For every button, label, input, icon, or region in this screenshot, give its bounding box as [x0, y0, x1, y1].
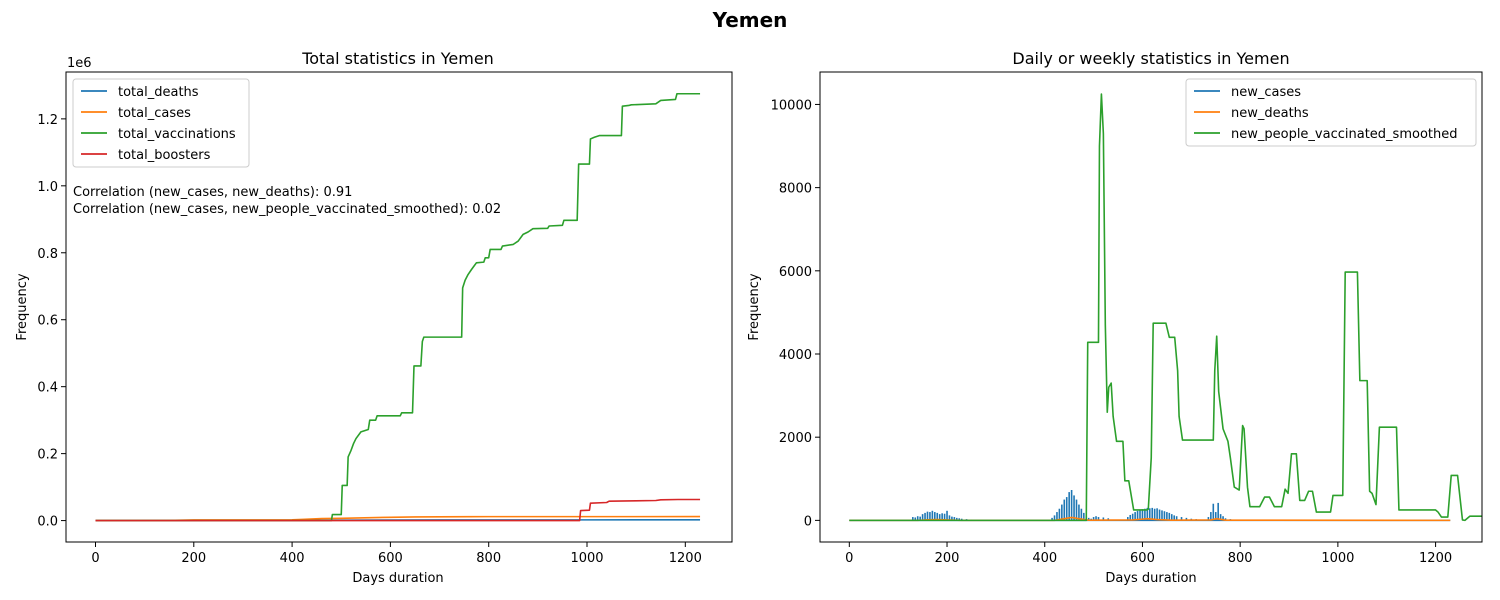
total-statistics-chart: Total statistics in Yemen Days duration … — [15, 49, 733, 586]
x-tick-label: 200 — [181, 551, 206, 566]
y-tick-label: 0.4 — [37, 381, 58, 396]
x-tick-label: 400 — [1032, 551, 1057, 566]
x-axis-label: Days duration — [352, 571, 443, 586]
x-tick-label: 800 — [1228, 551, 1253, 566]
y-tick-label: 1.0 — [37, 180, 58, 195]
legend-label: total_cases — [118, 106, 191, 121]
legend-label: total_deaths — [118, 85, 199, 100]
y-tick-label: 0.8 — [37, 247, 58, 262]
x-tick-label: 1200 — [669, 551, 702, 566]
y-tick-label: 2000 — [779, 431, 812, 446]
y-axis-label: Frequency — [747, 273, 762, 340]
correlation-annotation-2: Correlation (new_cases, new_people_vacci… — [73, 202, 501, 217]
y-tick-label: 0.6 — [37, 314, 58, 329]
daily-statistics-chart: Daily or weekly statistics in Yemen Days… — [747, 49, 1483, 586]
series-line-new_deaths — [849, 516, 1451, 522]
x-tick-label: 400 — [280, 551, 305, 566]
series-line-total_vaccinations — [95, 92, 701, 522]
legend-label: new_cases — [1231, 85, 1301, 100]
series-line-total_boosters — [95, 498, 701, 522]
legend-box — [72, 78, 250, 168]
y-tick-label: 10000 — [771, 98, 812, 113]
x-tick-label: 600 — [378, 551, 403, 566]
y-axis-label: Frequency — [15, 273, 30, 340]
y-tick-label: 0.0 — [37, 515, 58, 530]
y-tick-label: 0 — [804, 514, 812, 529]
x-tick-label: 1200 — [1419, 551, 1452, 566]
legend: new_cases new_deaths new_people_vaccinated… — [1185, 78, 1477, 147]
x-tick-label: 1000 — [570, 551, 603, 566]
plot-frame — [819, 71, 1483, 543]
y-tick-label: 6000 — [779, 265, 812, 280]
x-tick-label: 600 — [1130, 551, 1155, 566]
y-tick-label: 1.2 — [37, 113, 58, 128]
x-tick-label: 0 — [845, 551, 853, 566]
x-axis-label: Days duration — [1105, 571, 1196, 586]
legend-label: total_vaccinations — [118, 127, 236, 142]
figure-title: Yemen — [712, 8, 788, 32]
x-tick-label: 0 — [91, 551, 99, 566]
legend-label: new_people_vaccinated_smoothed — [1231, 127, 1457, 142]
chart-title: Total statistics in Yemen — [301, 49, 494, 68]
plot-frame — [65, 71, 733, 543]
legend: total_deaths total_cases total_vaccination… — [72, 78, 250, 168]
chart-title: Daily or weekly statistics in Yemen — [1012, 49, 1289, 68]
x-tick-label: 800 — [476, 551, 501, 566]
legend-label: total_boosters — [118, 148, 211, 163]
x-tick-label: 1000 — [1321, 551, 1354, 566]
x-tick-label: 200 — [935, 551, 960, 566]
y-tick-label: 8000 — [779, 182, 812, 197]
legend-label: new_deaths — [1231, 106, 1309, 121]
correlation-annotation-1: Correlation (new_cases, new_deaths): 0.9… — [73, 185, 352, 200]
legend-box — [1185, 78, 1477, 147]
series-line-new_people_vaccinated_smoothed — [849, 93, 1482, 522]
y-tick-label: 0.2 — [37, 448, 58, 463]
y-multiplier-label: 1e6 — [67, 56, 92, 71]
y-tick-label: 4000 — [779, 348, 812, 363]
